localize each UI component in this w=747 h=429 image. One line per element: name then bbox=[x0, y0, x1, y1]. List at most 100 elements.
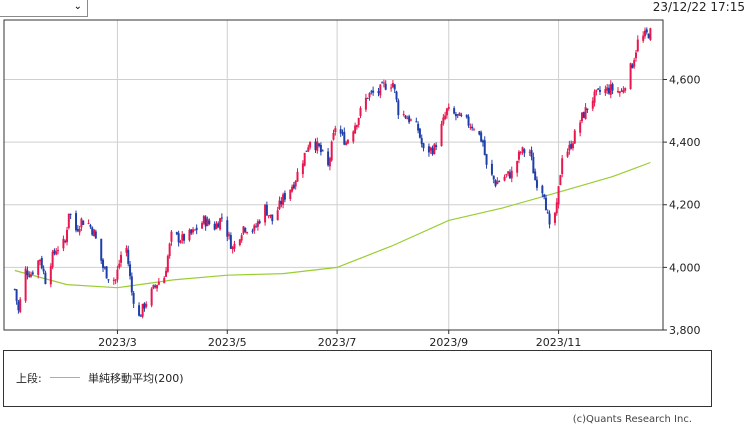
y-tick-label: 3,800 bbox=[669, 324, 701, 337]
candle-down bbox=[467, 116, 470, 126]
candle-up bbox=[573, 130, 576, 144]
candle-down bbox=[372, 90, 375, 93]
candle-down bbox=[129, 264, 132, 277]
candle-up bbox=[519, 151, 522, 153]
candle-up bbox=[469, 126, 472, 128]
candle-down bbox=[255, 226, 258, 228]
candle-down bbox=[377, 91, 380, 94]
candle-up bbox=[606, 87, 609, 91]
candle-down bbox=[76, 229, 79, 231]
candle-down bbox=[53, 250, 56, 254]
candle-up bbox=[55, 251, 58, 255]
candle-down bbox=[102, 259, 105, 268]
candle-down bbox=[395, 91, 398, 100]
y-tick-label: 4,200 bbox=[669, 199, 701, 212]
chevron-down-icon[interactable]: ⌄ bbox=[73, 1, 82, 12]
candle-up bbox=[228, 234, 231, 236]
candle-down bbox=[154, 285, 157, 287]
candle-down bbox=[570, 143, 573, 149]
candle-up bbox=[39, 259, 42, 262]
candle-up bbox=[269, 214, 272, 217]
candle-up bbox=[37, 260, 40, 275]
candle-down bbox=[453, 108, 456, 114]
candle-down bbox=[415, 121, 418, 123]
candle-down bbox=[103, 267, 106, 269]
candle-up bbox=[242, 226, 245, 234]
candle-up bbox=[201, 223, 204, 229]
candle-down bbox=[534, 171, 537, 181]
candle-down bbox=[258, 221, 261, 224]
candle-up bbox=[555, 202, 558, 214]
candle-down bbox=[339, 129, 342, 134]
candle-down bbox=[75, 213, 78, 231]
candle-up bbox=[568, 144, 571, 151]
candle-down bbox=[220, 217, 223, 219]
candle-up bbox=[141, 303, 144, 317]
candle-up bbox=[355, 125, 358, 128]
candle-down bbox=[127, 249, 130, 264]
candle-down bbox=[82, 220, 85, 225]
candle-up bbox=[642, 35, 645, 41]
candle-up bbox=[181, 234, 184, 241]
candle-up bbox=[87, 223, 90, 225]
candle-down bbox=[532, 156, 535, 174]
candle-down bbox=[105, 266, 108, 279]
candle-down bbox=[645, 29, 648, 33]
candle-up bbox=[282, 194, 285, 205]
candle-up bbox=[240, 235, 243, 241]
candle-down bbox=[494, 180, 497, 186]
candle-down bbox=[100, 238, 103, 261]
candle-up bbox=[120, 254, 123, 263]
legend-line-swatch bbox=[50, 377, 80, 378]
candle-up bbox=[256, 221, 259, 227]
x-axis-ticks: 2023/3 2023/5 2023/7 2023/9 2023/11 bbox=[98, 330, 581, 349]
candle-down bbox=[138, 305, 141, 316]
candle-down bbox=[544, 197, 547, 211]
candle-up bbox=[616, 90, 619, 93]
candle-down bbox=[418, 128, 421, 138]
candle-down bbox=[471, 126, 474, 129]
candle-up bbox=[303, 152, 306, 166]
candle-down bbox=[420, 138, 423, 145]
period-select[interactable]: ⌄ bbox=[0, 0, 88, 17]
candle-down bbox=[548, 213, 551, 225]
candle-up bbox=[354, 125, 357, 134]
candle-up bbox=[510, 170, 513, 179]
candle-up bbox=[112, 279, 115, 281]
candle-up bbox=[291, 186, 294, 192]
candle-down bbox=[465, 114, 468, 118]
candle-up bbox=[179, 241, 182, 243]
candle-up bbox=[165, 270, 168, 277]
candle-up bbox=[553, 212, 556, 223]
candle-down bbox=[229, 235, 232, 249]
candle-up bbox=[357, 117, 360, 125]
candle-down bbox=[485, 154, 488, 165]
candle-down bbox=[483, 140, 486, 155]
candle-down bbox=[26, 270, 29, 276]
x-tick-label: 2023/9 bbox=[429, 336, 468, 349]
candle-up bbox=[192, 229, 195, 233]
candle-up bbox=[166, 255, 169, 272]
candle-up bbox=[330, 141, 333, 161]
candle-down bbox=[318, 143, 321, 147]
candle-down bbox=[370, 91, 373, 93]
candle-down bbox=[314, 141, 317, 150]
candle-up bbox=[528, 151, 531, 153]
candle-up bbox=[516, 161, 519, 173]
candle-up bbox=[51, 251, 54, 267]
candle-down bbox=[107, 279, 110, 281]
candle-down bbox=[607, 87, 610, 94]
candle-up bbox=[152, 284, 155, 289]
y-axis-ticks: 3,800 4,000 4,200 4,400 4,600 bbox=[663, 73, 701, 337]
candle-down bbox=[341, 132, 344, 134]
candle-up bbox=[368, 93, 371, 98]
candle-down bbox=[42, 268, 45, 272]
candle-up bbox=[294, 181, 297, 187]
candle-up bbox=[559, 175, 562, 186]
candle-down bbox=[89, 225, 92, 227]
candle-down bbox=[15, 289, 18, 301]
candle-up bbox=[328, 158, 331, 167]
candle-up bbox=[433, 144, 436, 154]
candle-up bbox=[584, 107, 587, 119]
candle-down bbox=[40, 257, 43, 269]
